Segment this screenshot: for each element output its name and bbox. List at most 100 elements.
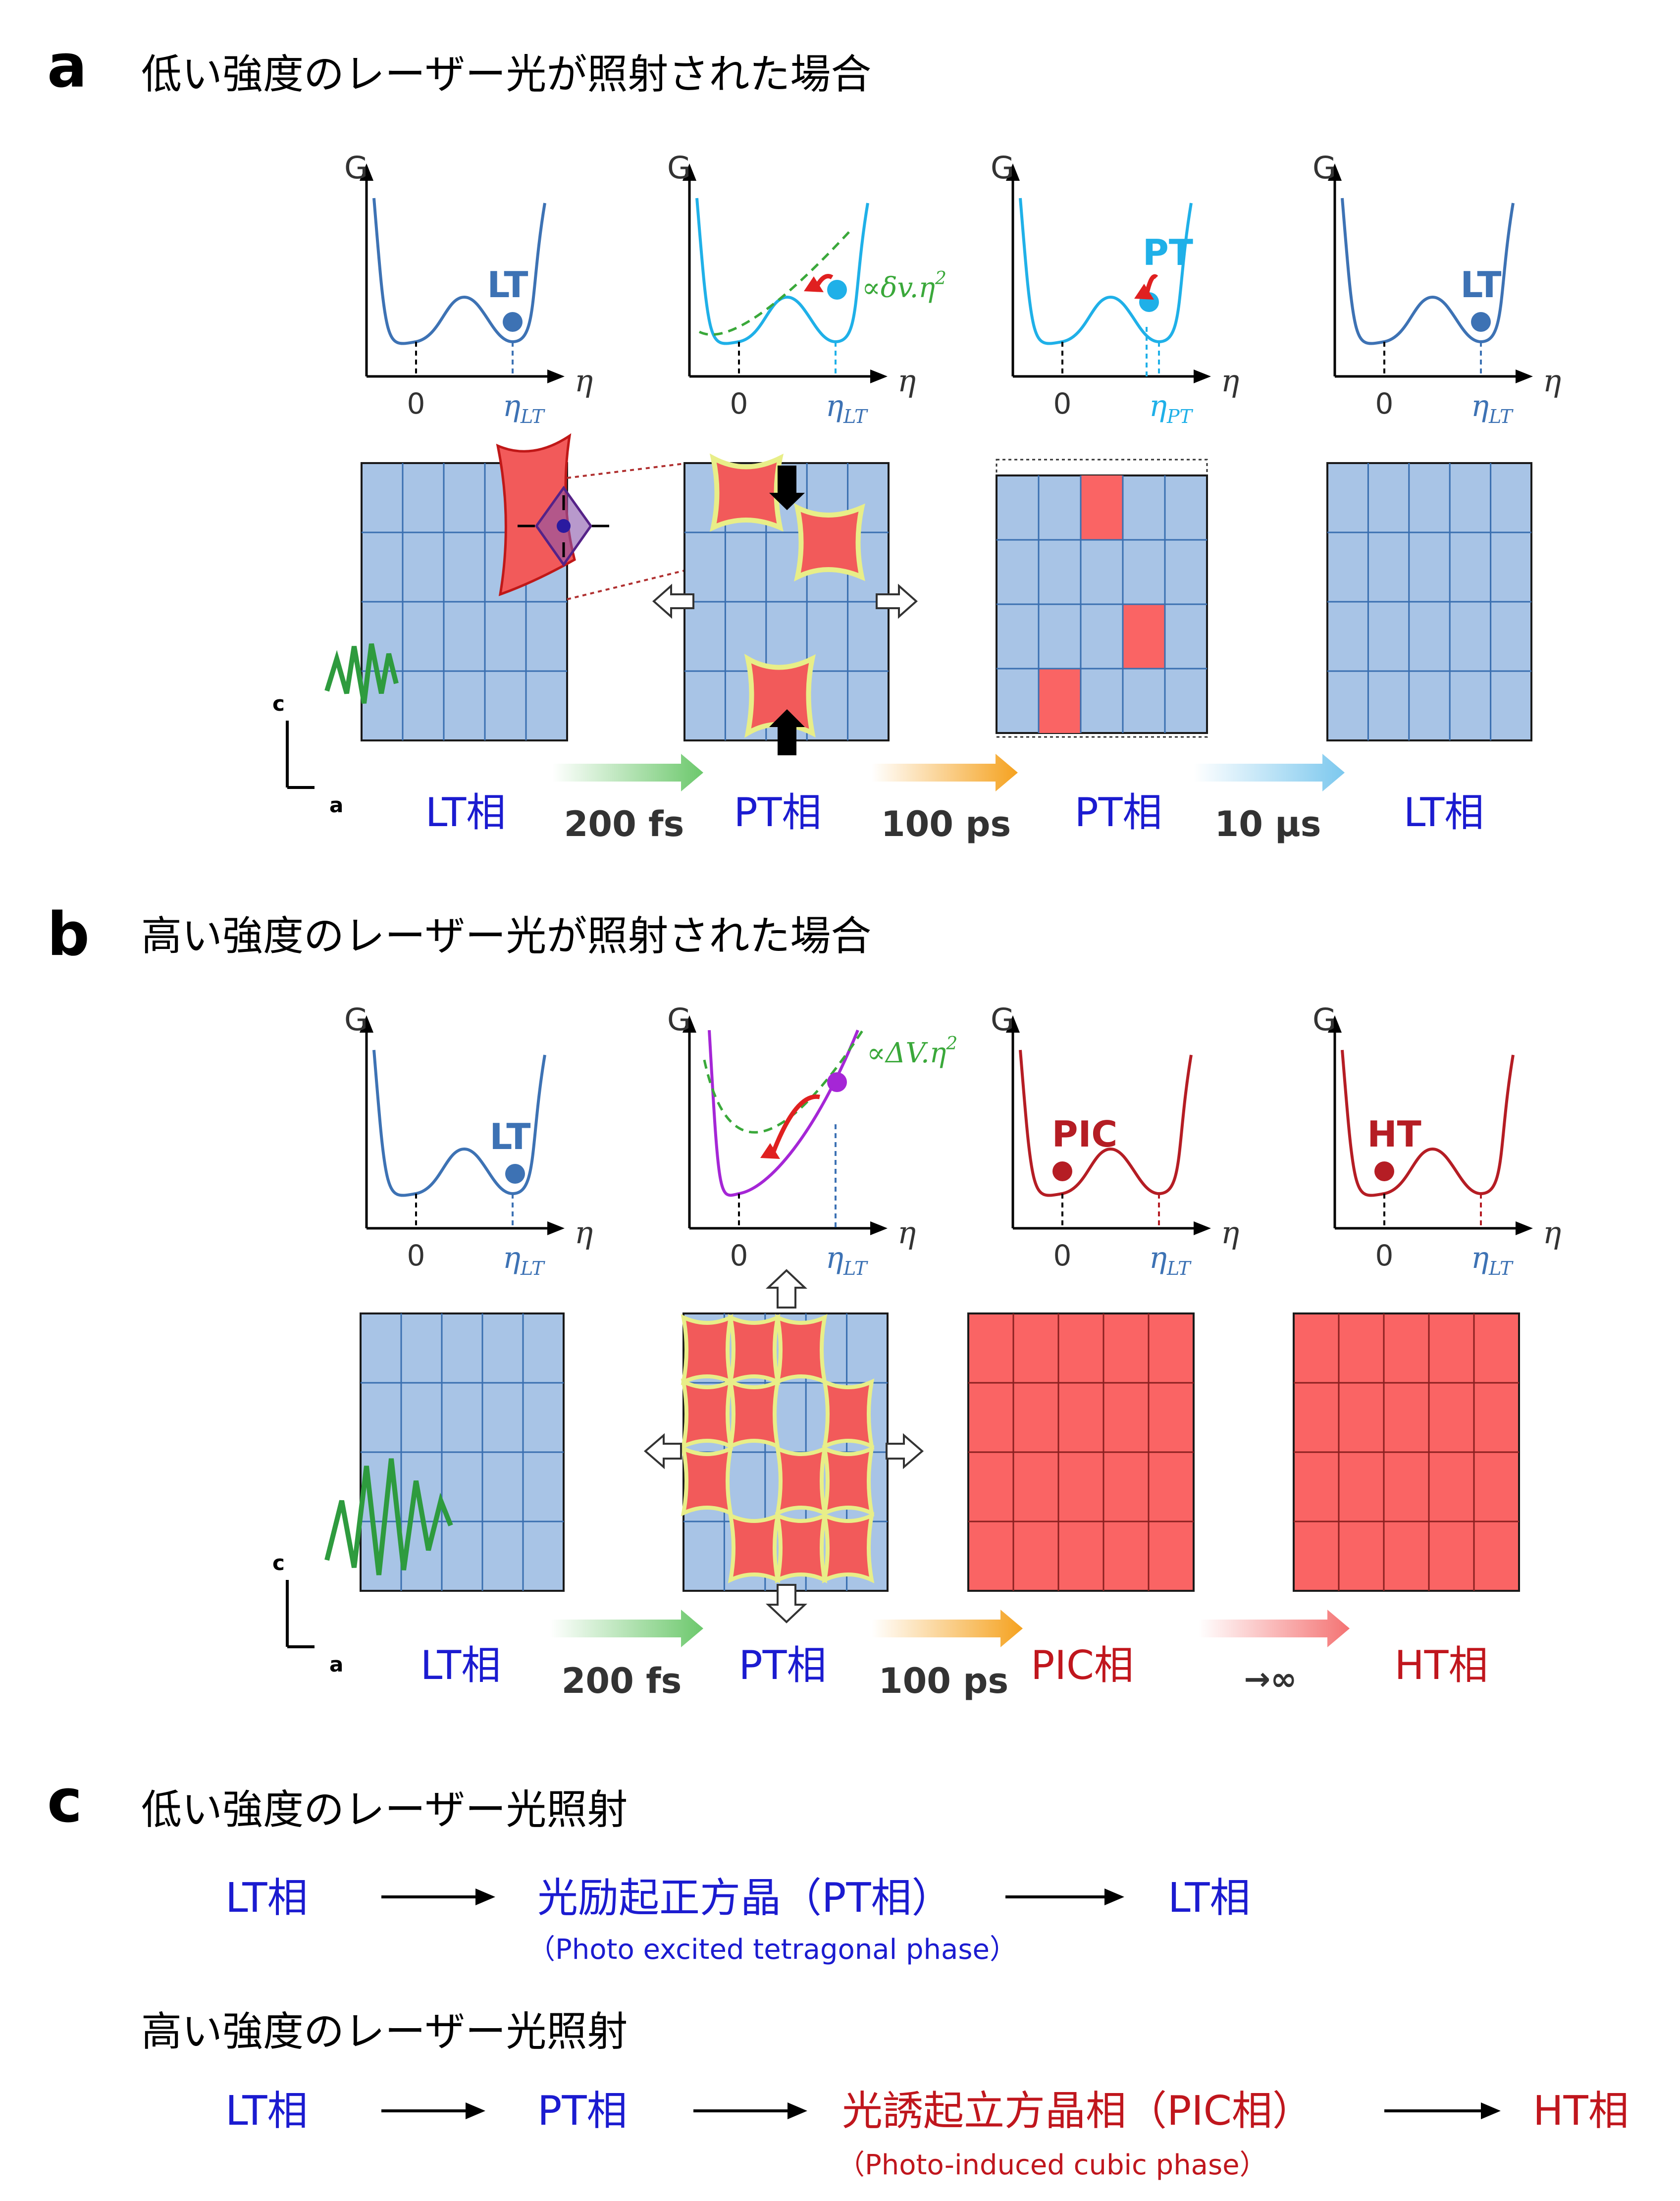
svg-text:η: η	[897, 1214, 916, 1251]
transition-arrow-orange	[872, 1610, 1023, 1647]
svg-text:LT: LT	[1460, 264, 1501, 306]
laser-pulse-icon	[324, 643, 399, 704]
panel-b-lattice-3	[967, 1312, 1195, 1592]
svg-text:0: 0	[1375, 1239, 1394, 1272]
distorted-cell	[775, 1445, 828, 1517]
time-label: 100 ps	[879, 1661, 1008, 1701]
panel-b-lattice-2	[643, 1269, 924, 1624]
flow-note: （Photo excited tetragonal phase）	[527, 1934, 1017, 1966]
distorted-cell	[728, 1314, 781, 1385]
svg-text:PT: PT	[1143, 232, 1193, 273]
svg-text:c: c	[272, 691, 285, 716]
panel-b-lattice-4	[1293, 1312, 1520, 1592]
flow-step: LT相	[225, 2088, 308, 2135]
svg-text:a: a	[329, 1652, 343, 1677]
transition-arrow-green	[552, 754, 703, 791]
panel-c-low-title: 低い強度のレーザー光照射	[141, 1786, 628, 1834]
svg-text:G: G	[991, 1001, 1014, 1038]
flow-arrow	[1005, 1888, 1124, 1905]
svg-text:0: 0	[1053, 387, 1072, 420]
svg-text:η: η	[1221, 363, 1239, 399]
panel-a-energy-plots: Gη 0 ηLT LT Gη 0 ηLT ∝δv.η2 Gη 0 ηPT PT Gη 0 ηLT LT	[344, 150, 1561, 427]
svg-text:G: G	[667, 150, 691, 186]
svg-text:ηLT: ηLT	[826, 1241, 868, 1279]
expansion-arrow-right	[886, 1433, 924, 1469]
svg-text:η: η	[1543, 363, 1561, 399]
phase-label: LT相	[420, 1642, 501, 1688]
panel-c-high-title: 高い強度のレーザー光照射	[141, 2008, 628, 2055]
panel-b-lattice-1	[324, 1312, 565, 1592]
panel-a-lattice-2	[652, 453, 918, 755]
phase-label: PT相	[738, 1642, 826, 1688]
phase-label: PT相	[1074, 789, 1162, 836]
svg-text:G: G	[344, 1001, 368, 1038]
distorted-cells	[681, 1314, 875, 1583]
svg-text:η: η	[575, 1214, 593, 1251]
expansion-arrow-top	[765, 1269, 808, 1309]
svg-text:ηLT: ηLT	[826, 389, 868, 427]
energy-plot: Gη 0 ηLT LT	[344, 150, 593, 427]
svg-text:HT: HT	[1367, 1113, 1421, 1155]
transition-arrow-salmon	[1199, 1610, 1350, 1647]
laser-pulse-icon	[324, 1458, 453, 1575]
svg-text:0: 0	[730, 1239, 748, 1272]
expansion-arrow-right	[876, 583, 918, 619]
svg-text:LT: LT	[489, 1116, 530, 1157]
flow-step: 光励起正方晶（PT相）	[537, 1875, 952, 1922]
svg-text:a: a	[329, 793, 343, 817]
phase-label: PIC相	[1031, 1642, 1134, 1688]
panel-a-lattice-3	[996, 459, 1208, 738]
svg-text:ηLT: ηLT	[503, 389, 545, 427]
svg-text:c: c	[272, 1551, 285, 1575]
distorted-cell	[728, 1512, 781, 1583]
svg-text:G: G	[667, 1001, 691, 1038]
time-label: 200 fs	[562, 1661, 682, 1701]
svg-text:G: G	[991, 150, 1014, 186]
flow-note: （Photo-induced cubic phase）	[837, 2149, 1267, 2181]
distorted-cell	[681, 1378, 734, 1450]
panel-b-energy-plots: Gη 0 ηLT LT Gη 0 ηLT ∝ΔV.η2 Gη 0 ηLT PIC Gη 0 ηLT HT	[344, 1001, 1561, 1279]
svg-text:0: 0	[1375, 387, 1394, 420]
transition-arrow-green	[550, 1610, 703, 1647]
flow-arrow	[381, 2102, 485, 2119]
flow-step: PT相	[537, 2088, 628, 2135]
svg-text:η: η	[575, 363, 593, 399]
distorted-cell	[822, 1512, 875, 1583]
svg-text:0: 0	[407, 1239, 425, 1272]
expansion-arrow-bottom	[765, 1584, 808, 1624]
flow-step: LT相	[1168, 1875, 1250, 1922]
phase-label: LT相	[1404, 789, 1484, 836]
energy-plot: Gη 0 ηLT HT	[1312, 1001, 1561, 1279]
time-label: →∞	[1244, 1661, 1297, 1698]
svg-text:PIC: PIC	[1052, 1113, 1117, 1155]
svg-text:ηLT: ηLT	[1149, 1241, 1192, 1279]
distorted-cell	[681, 1445, 734, 1517]
flow-step: 光誘起立方晶相（PIC相）	[842, 2088, 1313, 2135]
flow-arrow	[693, 2102, 807, 2119]
svg-text:0: 0	[407, 387, 425, 420]
phase-label: LT相	[425, 789, 506, 836]
panel-a-letter: a	[47, 32, 87, 101]
panel-a-lattice-4	[1326, 462, 1532, 741]
time-label: 10 μs	[1215, 804, 1321, 844]
svg-text:η: η	[1221, 1214, 1239, 1251]
panel-a-axis: c a	[272, 691, 343, 817]
svg-text:η: η	[897, 363, 916, 399]
svg-text:0: 0	[1053, 1239, 1072, 1272]
energy-plot: Gη 0 ηLT LT	[1312, 150, 1561, 427]
svg-text:ηLT: ηLT	[503, 1241, 545, 1279]
energy-plot: Gη 0 ηLT ∝ΔV.η2	[667, 1001, 957, 1279]
energy-plot: Gη 0 ηLT PIC	[991, 1001, 1239, 1279]
distorted-cell	[775, 1512, 828, 1583]
distorted-cell	[822, 1445, 875, 1517]
panel-c-letter: c	[47, 1767, 82, 1836]
svg-text:ηLT: ηLT	[1471, 1241, 1514, 1279]
expansion-arrow-left	[652, 583, 694, 619]
flow-arrow	[1384, 2102, 1501, 2119]
distorted-cell	[728, 1378, 781, 1450]
svg-text:∝ΔV.η2: ∝ΔV.η2	[867, 1034, 957, 1069]
time-label: 200 fs	[564, 804, 684, 844]
